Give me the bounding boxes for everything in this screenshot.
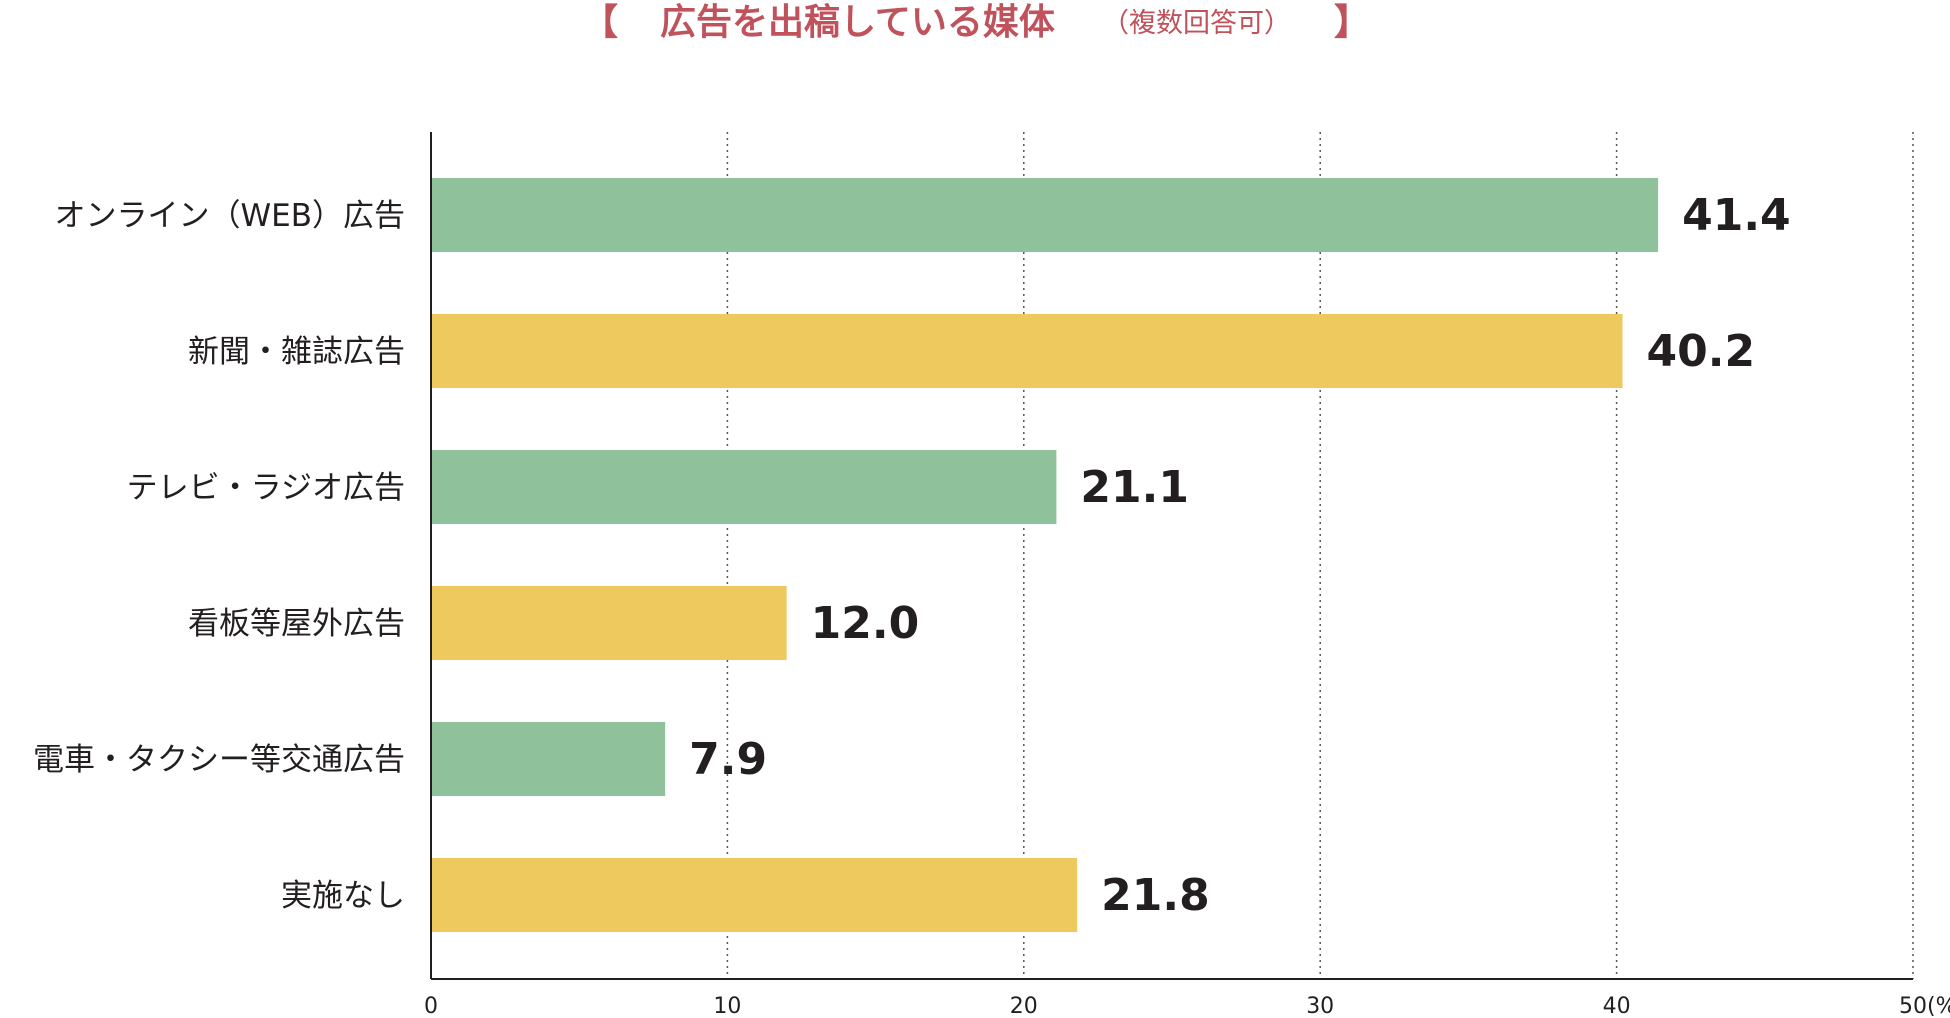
grid-lines — [726, 132, 1914, 979]
category-label-6: 実施なし — [281, 878, 405, 914]
title-main-text: 広告を出稿している媒体 — [660, 2, 1055, 43]
value-label-1: 41.4 — [1682, 190, 1791, 241]
bar-1 — [431, 178, 1659, 252]
title-bracket-right: 】 — [1334, 2, 1370, 43]
category-label-1: オンライン（WEB）広告 — [54, 198, 405, 234]
x-tick-label-30: 30 — [1306, 994, 1334, 1018]
value-label-3: 21.1 — [1080, 462, 1189, 513]
bar-2 — [431, 314, 1623, 388]
bar-5 — [431, 722, 666, 796]
bar-4 — [431, 586, 787, 660]
x-tick-label-40: 40 — [1603, 994, 1631, 1018]
value-label-2: 40.2 — [1647, 326, 1756, 377]
category-label-3: テレビ・ラジオ広告 — [127, 470, 405, 506]
category-label-4: 看板等屋外広告 — [188, 606, 405, 642]
bars — [431, 178, 1659, 932]
labels: 41.4 オンライン（WEB）広告 40.2 新聞・雑誌広告 21.1 テレビ・ラジオ広告… — [33, 190, 1791, 921]
x-tick-label-20: 20 — [1010, 994, 1038, 1018]
bar-3 — [431, 450, 1057, 524]
value-label-6: 21.8 — [1101, 870, 1210, 921]
category-label-5: 電車・タクシー等交通広告 — [33, 742, 405, 778]
category-label-2: 新聞・雑誌広告 — [188, 334, 405, 370]
axes: 0 10 20 30 40 50(%) — [424, 132, 1950, 1018]
x-tick-label-50: 50 — [1899, 994, 1927, 1018]
value-label-4: 12.0 — [811, 598, 920, 649]
x-axis-unit-label: (%) — [1927, 994, 1950, 1018]
x-tick-label-10: 10 — [713, 994, 741, 1018]
chart-title: 【 広告を出稿している媒体 （複数回答可） 】 — [582, 2, 1370, 43]
x-tick-label-0: 0 — [424, 994, 438, 1018]
title-note-text: （複数回答可） — [1102, 8, 1291, 39]
value-label-5: 7.9 — [689, 734, 767, 785]
title-bracket-left: 【 — [582, 2, 618, 43]
bar-6 — [431, 858, 1078, 932]
